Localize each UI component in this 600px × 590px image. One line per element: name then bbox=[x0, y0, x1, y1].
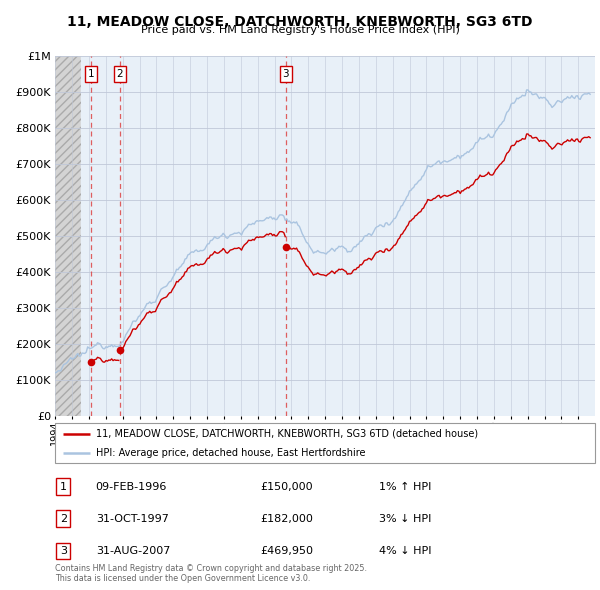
Text: 31-AUG-2007: 31-AUG-2007 bbox=[96, 546, 170, 556]
Text: 09-FEB-1996: 09-FEB-1996 bbox=[96, 481, 167, 491]
Text: £469,950: £469,950 bbox=[260, 546, 313, 556]
Text: 3: 3 bbox=[283, 69, 289, 79]
Text: 31-OCT-1997: 31-OCT-1997 bbox=[96, 514, 169, 524]
Bar bbox=[55, 56, 80, 416]
Bar bbox=[80, 56, 595, 416]
FancyBboxPatch shape bbox=[55, 423, 595, 463]
Text: 2: 2 bbox=[60, 514, 67, 524]
Text: 2: 2 bbox=[116, 69, 123, 79]
Bar bbox=[55, 56, 80, 416]
Text: 3: 3 bbox=[60, 546, 67, 556]
Text: 1: 1 bbox=[88, 69, 94, 79]
Text: £182,000: £182,000 bbox=[260, 514, 313, 524]
Text: Contains HM Land Registry data © Crown copyright and database right 2025.
This d: Contains HM Land Registry data © Crown c… bbox=[55, 563, 367, 583]
Text: 3% ↓ HPI: 3% ↓ HPI bbox=[379, 514, 431, 524]
Text: HPI: Average price, detached house, East Hertfordshire: HPI: Average price, detached house, East… bbox=[96, 448, 365, 458]
Text: 4% ↓ HPI: 4% ↓ HPI bbox=[379, 546, 432, 556]
Text: 11, MEADOW CLOSE, DATCHWORTH, KNEBWORTH, SG3 6TD: 11, MEADOW CLOSE, DATCHWORTH, KNEBWORTH,… bbox=[67, 15, 533, 29]
Text: 1: 1 bbox=[60, 481, 67, 491]
Text: Price paid vs. HM Land Registry's House Price Index (HPI): Price paid vs. HM Land Registry's House … bbox=[140, 25, 460, 35]
Text: 1% ↑ HPI: 1% ↑ HPI bbox=[379, 481, 431, 491]
Text: 11, MEADOW CLOSE, DATCHWORTH, KNEBWORTH, SG3 6TD (detached house): 11, MEADOW CLOSE, DATCHWORTH, KNEBWORTH,… bbox=[96, 429, 478, 439]
Text: £150,000: £150,000 bbox=[260, 481, 313, 491]
